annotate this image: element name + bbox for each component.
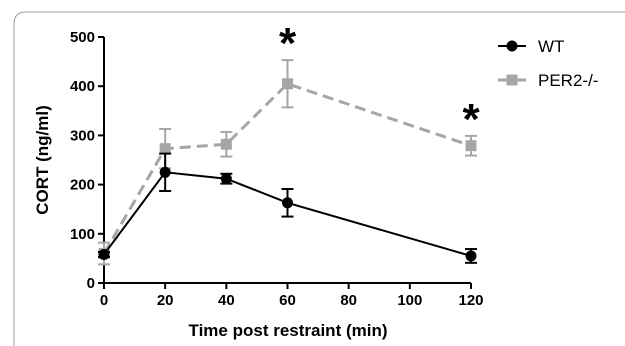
significance-star: * — [462, 95, 480, 144]
legend-per2-marker — [506, 74, 518, 86]
x-tick-label: 80 — [340, 292, 357, 309]
x-tick-label: 20 — [157, 292, 174, 309]
x-tick-label: 0 — [100, 292, 108, 309]
per2-series-line — [102, 82, 472, 255]
per2-point — [159, 143, 171, 155]
plot-area: 0 100 200 300 400 500 0 20 40 60 80 100 120 * * — [70, 19, 484, 309]
x-tick-label: 60 — [279, 292, 296, 309]
per2-point — [220, 138, 232, 150]
legend-wt-label: WT — [538, 37, 564, 56]
legend-wt-marker — [506, 40, 518, 52]
wt-point — [465, 250, 477, 262]
wt-point — [98, 248, 110, 260]
figure-border — [13, 11, 625, 346]
y-tick-label: 0 — [87, 275, 95, 292]
wt-point — [159, 166, 171, 178]
y-tick-label: 100 — [70, 226, 95, 243]
y-tick-label: 500 — [70, 29, 95, 46]
x-tick-label: 40 — [218, 292, 235, 309]
wt-point — [220, 173, 232, 185]
y-tick-label: 400 — [70, 78, 95, 95]
x-axis-label: Time post restraint (min) — [189, 321, 388, 340]
wt-point — [282, 197, 293, 209]
per2-point — [282, 78, 293, 90]
y-tick-label: 300 — [70, 127, 95, 144]
per2-point — [465, 140, 477, 152]
x-tick-label: 100 — [397, 292, 422, 309]
legend: WT PER2-/- — [498, 37, 598, 90]
legend-per2-label: PER2-/- — [538, 71, 598, 90]
y-tick-label: 200 — [70, 177, 95, 194]
x-tick-label: 120 — [458, 292, 483, 309]
significance-star: * — [279, 19, 297, 68]
y-axis-label: CORT (ng/ml) — [33, 105, 52, 215]
